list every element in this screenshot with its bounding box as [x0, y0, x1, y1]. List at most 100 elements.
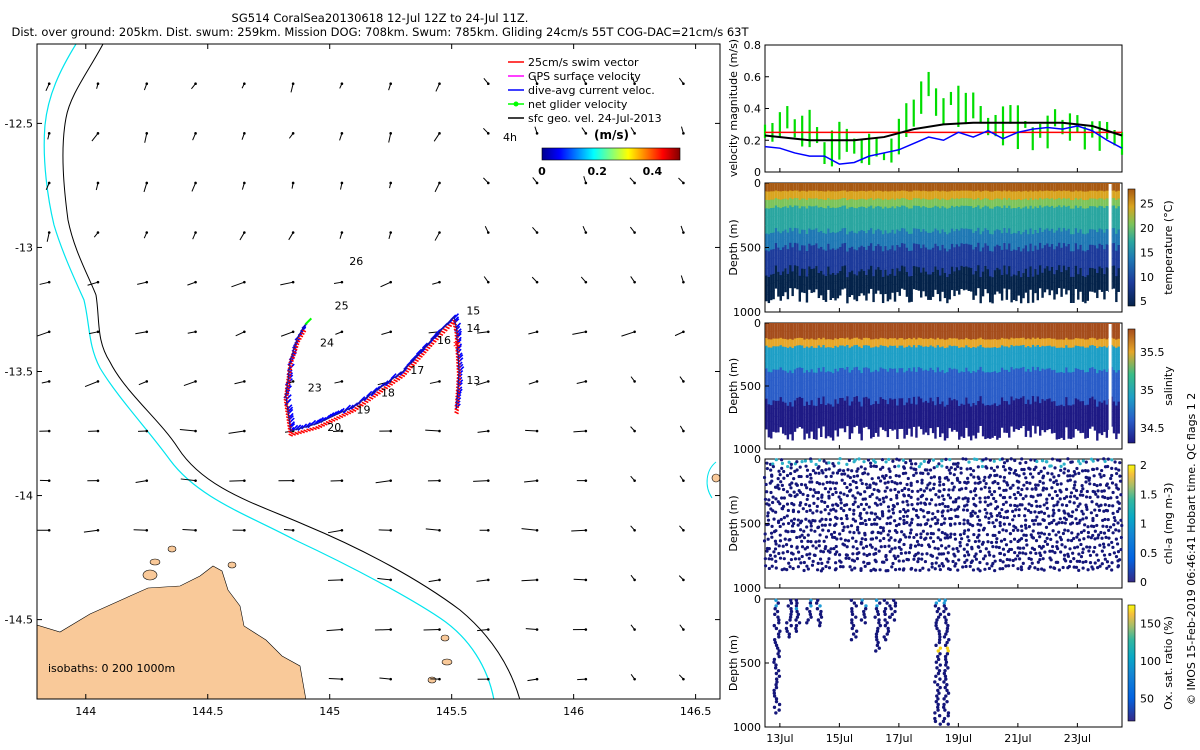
chl-sample	[765, 490, 769, 494]
chl-sample	[767, 498, 771, 502]
day-label: 18	[381, 386, 395, 399]
swim-vector	[395, 377, 401, 381]
chl-sample	[765, 466, 769, 471]
sfc-velocity-arrow-head	[291, 181, 295, 185]
sfc-velocity-arrow-head	[389, 479, 392, 482]
sfc-velocity-arrow-head	[145, 280, 149, 284]
depth-y-tick-label: 1000	[733, 443, 761, 456]
swim-vector	[284, 392, 289, 397]
sfc-velocity-arrow-head	[584, 677, 588, 681]
sfc-velocity-arrow	[379, 677, 391, 680]
dive-avg-current-vector	[419, 347, 426, 355]
swim-vector	[300, 331, 305, 336]
sfc-velocity-arrow	[228, 430, 245, 434]
swim-vector	[425, 345, 431, 350]
swim-vector	[287, 364, 293, 368]
legend-label: net glider velocity	[528, 98, 628, 111]
chl-sample	[770, 473, 774, 477]
sfc-velocity-arrow	[234, 380, 245, 385]
swim-vector	[306, 428, 311, 432]
depth-y-tick-label: 500	[740, 380, 761, 393]
sfc-velocity-arrow-head	[389, 82, 392, 85]
chl-sample	[766, 518, 771, 522]
sfc-velocity-arrow-head	[535, 528, 539, 532]
chl-sample	[764, 482, 768, 487]
swim-vector	[408, 365, 414, 369]
chl-sample	[771, 462, 775, 466]
swim-vector	[325, 420, 331, 425]
map-x-tick-label: 144	[75, 705, 96, 718]
sfc-velocity-arrow-head	[291, 479, 295, 482]
sfc-velocity-arrow-head	[47, 231, 51, 234]
swim-vector	[285, 413, 291, 417]
chl-sample	[770, 479, 774, 483]
chl-sample	[765, 549, 769, 553]
sfc-velocity-arrow-head	[535, 231, 539, 234]
sfc-velocity-arrow-head	[486, 330, 490, 334]
swim-vector	[294, 431, 300, 436]
swim-vector	[312, 426, 317, 431]
dive-avg-current-vector	[414, 351, 421, 358]
sfc-velocity-arrow	[288, 232, 294, 241]
sfc-velocity-arrow-head	[194, 231, 197, 234]
sfc-velocity-arrow-head	[340, 280, 344, 284]
sfc-velocity-arrow	[46, 232, 50, 242]
sfc-velocity-arrow-head	[47, 380, 51, 383]
velocity-series	[764, 121, 1123, 142]
swim-vector	[416, 356, 421, 361]
swim-vector	[286, 372, 292, 377]
swim-vector	[363, 399, 369, 404]
sfc-velocity-arrow-head	[486, 132, 490, 135]
swim-vector	[385, 384, 391, 388]
swim-vector	[341, 413, 347, 417]
swim-vector	[445, 325, 450, 330]
sfc-velocity-arrow	[621, 331, 635, 337]
swim-vector	[354, 406, 359, 411]
sfc-velocity-arrow-head	[145, 429, 149, 433]
sfc-velocity-arrow-head	[682, 380, 685, 383]
sfc-velocity-arrow	[91, 133, 99, 142]
sfc-velocity-arrow	[183, 380, 196, 387]
sfc-velocity-arrow	[187, 331, 196, 334]
dive-avg-current-vector	[421, 342, 429, 349]
sfc-velocity-arrow-head	[291, 82, 295, 85]
sfc-velocity-arrow-head	[535, 677, 539, 681]
sfc-velocity-arrow-head	[145, 528, 149, 532]
swim-vector	[400, 373, 406, 378]
sfc-velocity-arrow-head	[438, 628, 441, 631]
chl-sample	[763, 497, 768, 501]
sfc-velocity-arrow	[571, 529, 586, 532]
colorbar-tick: 0	[538, 165, 546, 178]
velocity-y-tick-label: 0	[754, 166, 761, 179]
swim-vector	[309, 427, 314, 431]
sfc-velocity-arrow-head	[47, 330, 51, 334]
sfc-velocity-arrow-head	[96, 280, 100, 284]
sfc-velocity-arrow-head	[535, 578, 539, 582]
land-cape-york	[37, 565, 307, 699]
sfc-velocity-arrow-head	[486, 380, 490, 383]
island	[711, 473, 720, 483]
colorbar-tick: 10	[1140, 271, 1154, 284]
sfc-velocity-arrow-head	[145, 479, 149, 482]
sfc-velocity-arrow-head	[291, 132, 295, 135]
sfc-velocity-arrow-head	[243, 132, 246, 135]
sfc-velocity-arrow-head	[535, 479, 539, 482]
velocity-y-tick-label: 0.2	[744, 134, 762, 147]
sfc-velocity-arrow-head	[243, 82, 246, 85]
island	[427, 676, 437, 684]
sfc-velocity-arrow-head	[194, 380, 197, 383]
sfc-velocity-arrow-head	[389, 429, 392, 433]
colorbar-tick: 35.5	[1140, 346, 1165, 359]
chl-sample	[774, 458, 778, 462]
swim-vector	[284, 387, 290, 391]
map-y-tick-label: -12.5	[5, 117, 33, 130]
sfc-velocity-arrow-head	[47, 181, 51, 185]
sfc-velocity-arrow-head	[633, 479, 636, 482]
sfc-velocity-arrow-head	[633, 528, 636, 532]
sfc-velocity-arrow-head	[438, 132, 441, 135]
sfc-velocity-arrow-head	[486, 429, 490, 433]
sfc-velocity-arrow-head	[486, 578, 490, 582]
sfc-velocity-arrow	[377, 577, 391, 581]
sfc-velocity-arrow-head	[194, 181, 197, 185]
day-label: 13	[466, 374, 480, 387]
